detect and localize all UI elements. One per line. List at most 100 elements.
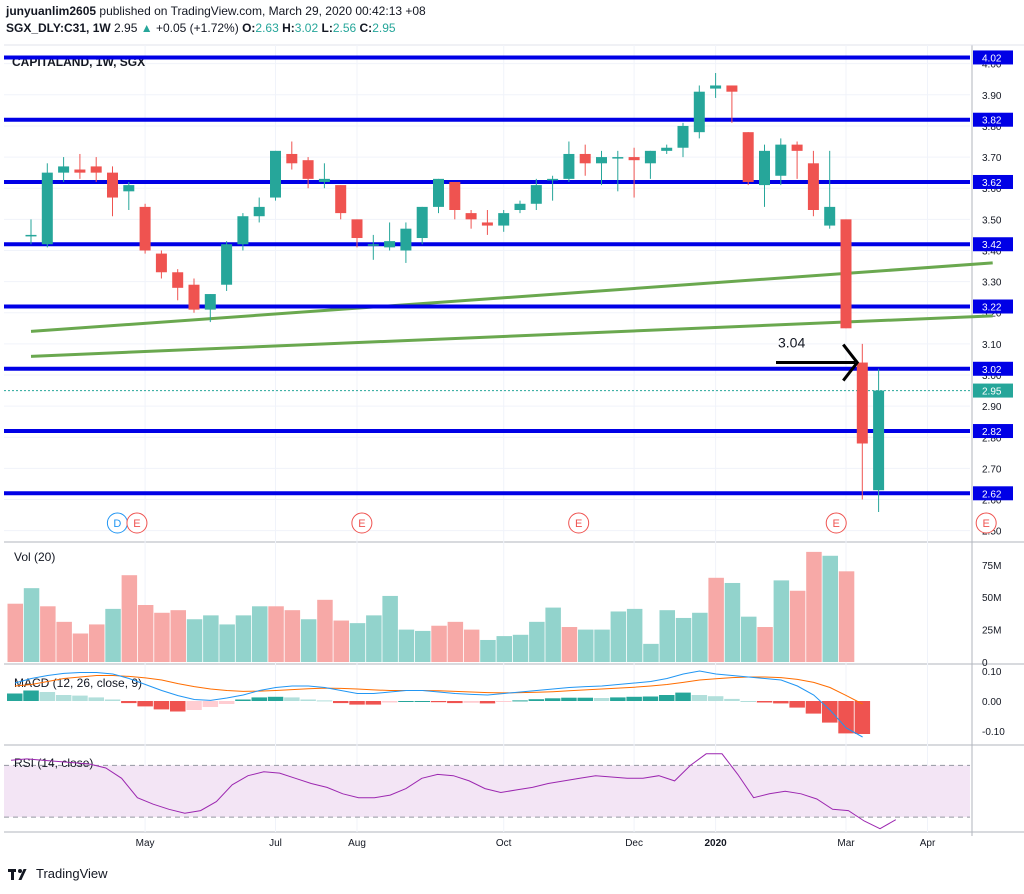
volume-bar [72,633,89,662]
macd-histogram-bar [381,701,398,703]
event-marker-label: E [983,518,990,530]
candle-down [74,153,86,179]
symbol-name: SGX_DLY:C31, 1W [6,21,111,35]
volume-bar [594,629,610,662]
volume-bar [578,629,594,662]
candle-body [41,172,53,245]
level-price-badge [973,424,1013,439]
macd-histogram-bar [104,699,121,701]
macd-signal-line [14,675,863,705]
candle-up [433,178,444,214]
candle-up [530,178,542,210]
candle-body [107,172,118,198]
candle-down [302,157,314,189]
candle-body [74,169,86,173]
open-value: 2.63 [255,21,279,35]
candle-body [367,244,379,246]
up-triangle-icon: ▲ [140,21,153,35]
earnings-marker [351,512,373,534]
macd-histogram-bar [251,697,267,701]
volume-bar [40,606,56,662]
macd-histogram-bar [153,701,170,710]
level-price-badge-label: 4.02 [982,53,1002,64]
candle-down [188,278,200,313]
time-axis-label: Oct [496,838,512,849]
candle-body [481,222,493,226]
tradingview-logo-icon[interactable] [8,867,30,881]
candle-body [335,185,347,214]
author-name[interactable]: junyuanlim2605 [6,4,97,18]
candle-up [824,150,836,229]
volume-bar [789,590,806,662]
macd-line [14,670,863,738]
volume-bar [431,625,447,662]
macd-histogram-bar [528,699,545,701]
candle-body [90,166,102,173]
candle-body [400,228,412,251]
candle-down [628,147,640,198]
macd-histogram-bar [593,698,610,701]
volume-bar [89,624,105,662]
annotation-arrow-head [842,343,860,382]
candle-body [286,153,298,164]
volume-bar [529,621,545,662]
candle-body [318,178,330,182]
time-axis-label: Dec [625,838,643,849]
candle-body [726,85,738,92]
macd-histogram-bar [39,692,56,701]
volume-bar [219,624,235,662]
event-marker-label: E [575,518,582,530]
candle-body [840,219,852,329]
earnings-marker [975,512,997,534]
price-tick-label: 2.50 [982,527,1002,538]
macd-title: MACD (12, 26, close, 9) [14,676,142,690]
candle-body [873,390,885,491]
candle-down [139,203,151,254]
price-tick-label: 4.00 [982,60,1002,71]
publish-info: published on TradingView.com, March 29, … [99,4,426,18]
candle-body [416,206,428,239]
level-price-badge [973,50,1013,65]
candle-down [791,141,803,179]
earnings-marker [568,512,590,534]
candle-body [25,234,37,237]
macd-histogram-bar [186,701,202,710]
macd-histogram-bar [55,695,72,701]
candle-up [237,213,249,251]
price-tick-label: 2.60 [982,496,1002,507]
open-label: O: [242,21,256,35]
macd-histogram-bar [610,697,626,701]
macd-histogram-bar [544,698,561,701]
macd-histogram-bar [447,701,463,704]
volume-bar [838,571,855,662]
trendline [30,261,993,333]
volume-bar [333,620,349,662]
volume-bar [317,599,333,662]
level-price-badge-label: 2.62 [982,489,1002,500]
price-tick-label: 3.90 [982,91,1002,102]
symbol-line: SGX_DLY:C31, 1W 2.95 ▲ +0.05 (+1.72%) O:… [6,20,426,37]
candle-down [351,219,363,248]
macd-histogram-bar [267,696,284,701]
macd-histogram-bar [333,701,349,704]
macd-histogram-bar [756,701,773,703]
macd-histogram-bar [561,697,577,701]
volume-bar [773,580,790,662]
volume-bar [349,623,366,662]
level-price-badge-label: 3.42 [982,240,1002,251]
volume-bar [235,615,252,662]
candle-down [856,343,868,500]
volume-bar [741,616,757,662]
macd-histogram-bar [789,701,805,708]
macd-histogram-bar [202,701,219,707]
footer-brand[interactable]: TradingView [36,866,108,881]
volume-bar [252,606,268,662]
time-axis-label: Aug [348,838,366,849]
macd-histogram-bar [300,699,316,701]
level-price-badge-label: 3.62 [982,178,1002,189]
footer: TradingView [8,866,108,881]
macd-histogram-bar [137,701,153,707]
volume-bar [300,619,317,662]
event-marker-label: E [358,518,365,530]
